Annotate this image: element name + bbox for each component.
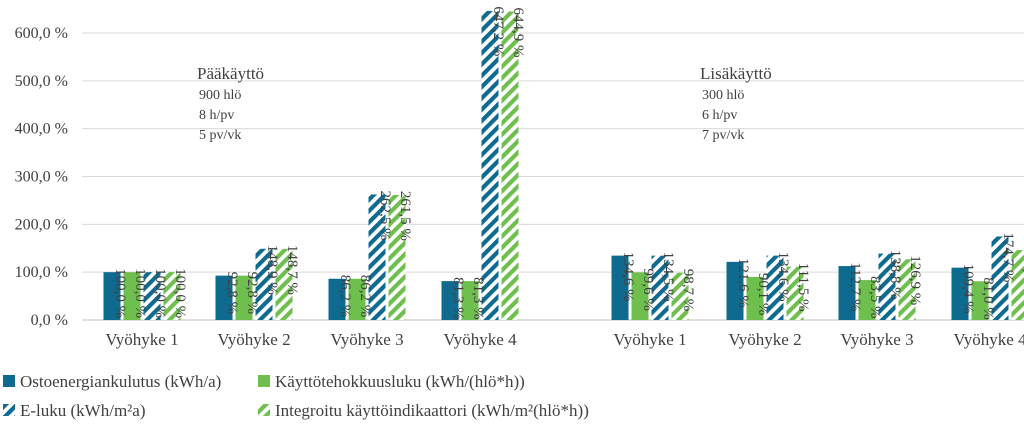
x-category-label: Vyöhyke 4 [443,330,517,349]
x-category-label: Vyöhyke 3 [840,330,913,349]
y-tick-label: 200,0 % [15,216,68,233]
data-label: 81,0 % [980,277,996,320]
data-label: 146,2 % [1020,246,1024,296]
data-label: 100,0 % [112,268,128,318]
data-label: 83,5 % [867,276,883,319]
data-label: 148,9 % [264,245,280,295]
data-label: 138,8 % [887,250,903,300]
data-label: 92,8 % [244,272,260,315]
data-label: 81,3 % [470,277,486,320]
group-title: Lisäkäyttö [700,64,772,83]
x-axis-categories: Vyöhyke 1 Vyöhyke 2 Vyöhyke 3 Vyöhyke 4 Vyöh… [105,330,1024,349]
data-label: 100,0 % [132,268,148,318]
y-tick-label: 300,0 % [15,169,68,186]
data-label: 647,2 % [490,6,506,56]
group-info-line: 900 hlö [199,88,241,103]
data-label: 174,7 % [1000,232,1016,282]
legend-swatch [258,375,270,387]
bar [502,12,519,320]
data-label: 86,2 % [337,275,353,318]
group-title: Pääkäyttö [197,64,264,83]
group-info-line: 7 pv/vk [702,128,744,143]
data-label: 134,6 % [620,252,636,302]
y-tick-label: 400,0 % [15,121,68,138]
data-label: 98,7 % [680,269,696,312]
data-label: 262,5 % [377,190,393,240]
group-info-line: 8 h/pv [199,108,234,123]
data-label: 134,6 % [775,252,791,302]
legend-swatch [258,404,270,416]
legend-swatch [3,404,15,416]
x-category-label: Vyöhyke 3 [330,330,403,349]
bar [482,10,499,320]
legend: Ostoenergiankulutus (kWh/a) Käyttötehokku… [3,372,589,420]
data-label: 86,2 % [357,275,373,318]
data-label: 111,5 % [795,263,811,312]
data-label: 644,9 % [510,8,526,58]
y-tick-label: 500,0 % [15,73,68,90]
legend-entry: E-luku (kWh/m²a) [20,401,145,420]
data-label: 100,0 % [172,268,188,318]
data-label: 100,0 % [152,268,168,318]
data-label: 81,3 % [450,277,466,320]
data-label: 90,1 % [755,273,771,316]
data-label: 134,5 % [660,252,676,302]
y-axis-ticks: 0,0 % 100,0 % 200,0 % 300,0 % 400,0 % 500,0 %… [15,25,68,329]
data-label: 99,6 % [640,268,656,311]
y-tick-label: 100,0 % [15,264,68,281]
data-label: 109,4 % [960,264,976,314]
x-category-label: Vyöhyke 2 [728,330,801,349]
legend-swatch [3,375,15,387]
group-info-line: 6 h/pv [702,108,737,123]
y-tick-label: 0,0 % [31,312,68,329]
x-category-label: Vyöhyke 1 [613,330,686,349]
x-category-label: Vyöhyke 4 [953,330,1024,349]
x-category-label: Vyöhyke 1 [105,330,178,349]
data-label: 121,6 % [735,258,751,308]
legend-entry: Käyttötehokkuusluku (kWh/(hlö*h)) [275,372,525,391]
y-tick-label: 600,0 % [15,25,68,42]
data-label: 261,5 % [397,191,413,241]
data-label: 126,9 % [907,255,923,305]
data-label: 92,8 % [224,272,240,315]
legend-entry: Integroitu käyttöindikaattori (kWh/m²(hl… [275,401,589,420]
data-label: 148,7 % [284,245,300,295]
group-info-line: 300 hlö [702,88,744,103]
data-labels: 100,0 %100,0 %100,0 %100,0 %92,8 %92,8 %… [112,6,1024,319]
data-label: 112,7 % [847,262,863,311]
bars [104,10,1024,320]
group-info-line: 5 pv/vk [199,128,241,143]
x-category-label: Vyöhyke 2 [217,330,290,349]
legend-entry: Ostoenergiankulutus (kWh/a) [20,372,221,391]
